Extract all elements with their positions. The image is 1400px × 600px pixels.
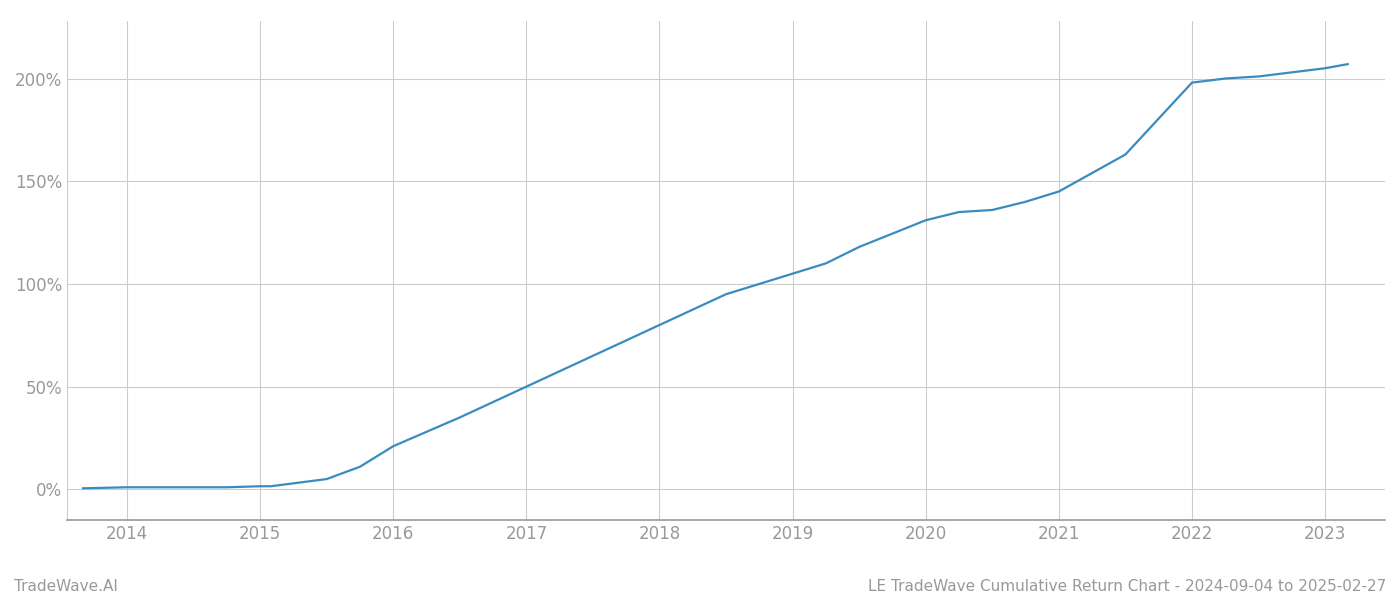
Text: LE TradeWave Cumulative Return Chart - 2024-09-04 to 2025-02-27: LE TradeWave Cumulative Return Chart - 2… — [868, 579, 1386, 594]
Text: TradeWave.AI: TradeWave.AI — [14, 579, 118, 594]
